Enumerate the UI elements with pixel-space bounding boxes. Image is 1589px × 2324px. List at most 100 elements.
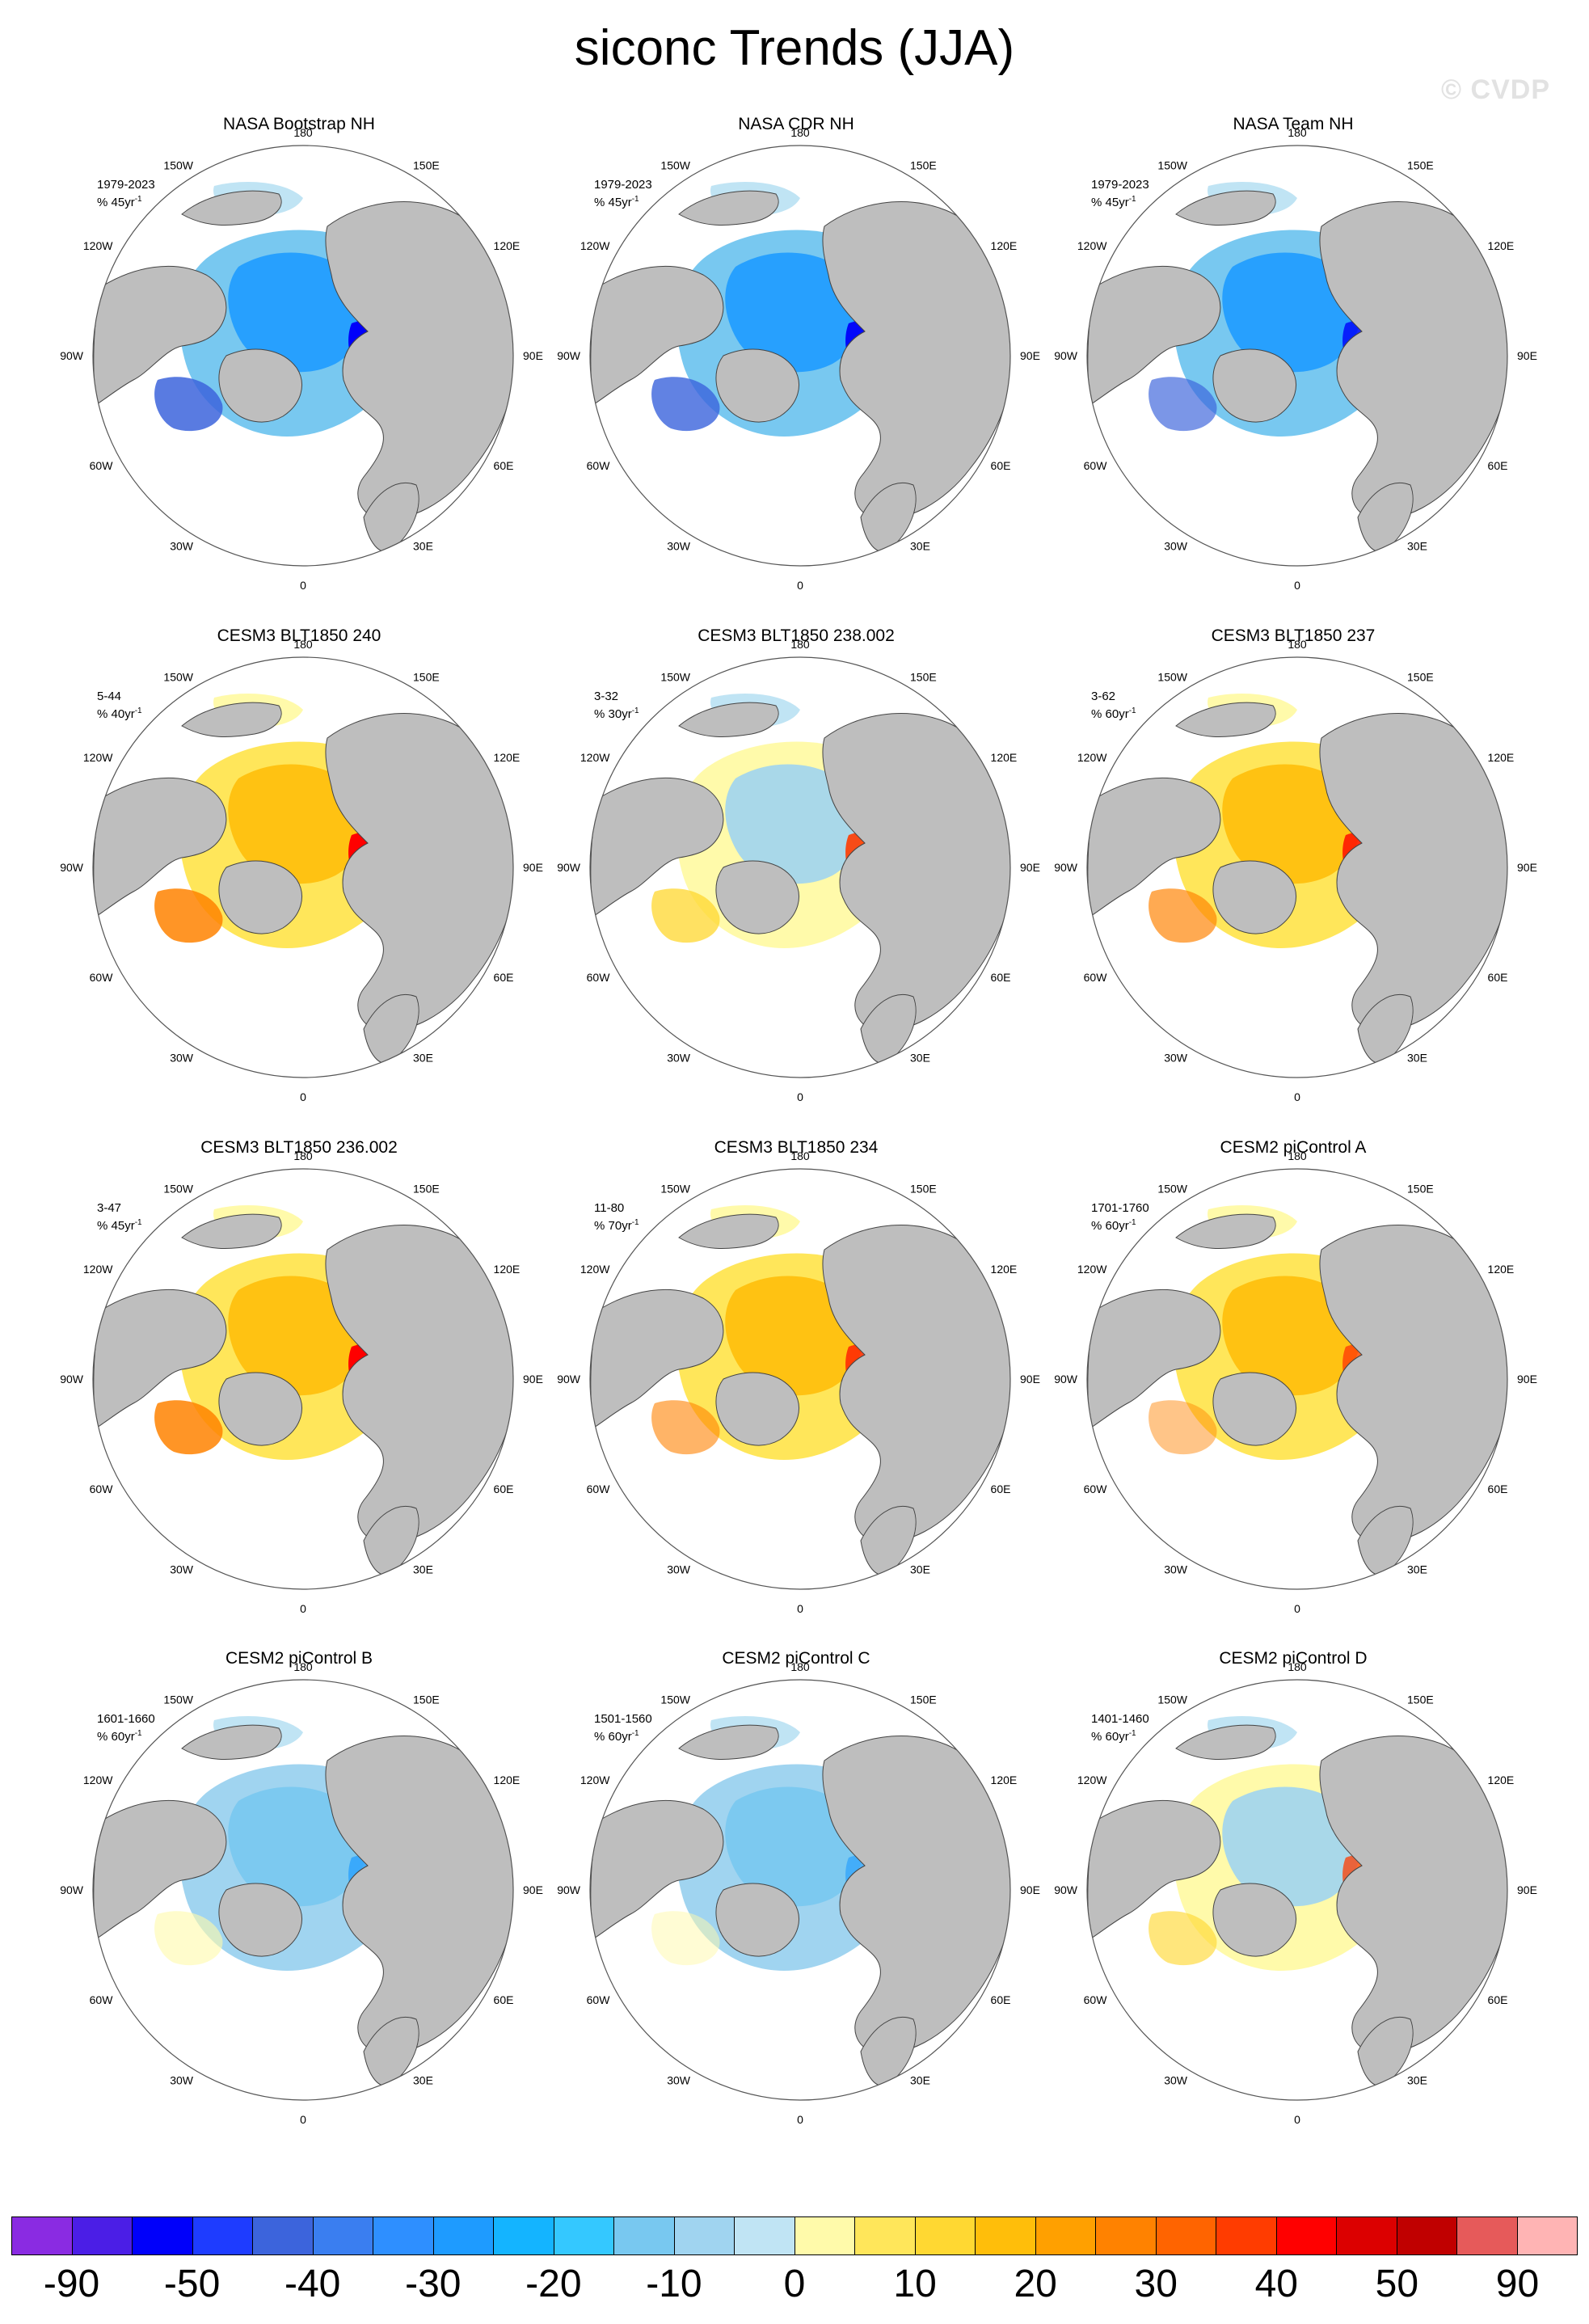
lon-label-30e: 30E	[910, 1563, 930, 1576]
lon-label-90e: 90E	[1020, 1373, 1040, 1386]
panel-period-units: 1501-1560 % 60yr-1	[594, 1712, 652, 1744]
map-border	[589, 1168, 1011, 1590]
colorbar-swatch	[1397, 2217, 1457, 2254]
landmass	[1212, 860, 1296, 934]
polar-map: 180 150W 150E 120W 120E 90W 90E 60W 60E 30W 30E 0	[557, 126, 1040, 592]
map-panel: CESM2 piControl B 1601-1660 % 60yr-1 180 150…	[48, 1649, 550, 2158]
lon-label-150e: 150E	[1407, 158, 1434, 171]
panel-units: % 60yr-1	[1091, 1218, 1136, 1233]
lon-label-60e: 60E	[494, 971, 514, 984]
lon-label-90w: 90W	[60, 1883, 84, 1896]
colorbar-swatch	[614, 2217, 675, 2254]
lon-label-150e: 150E	[413, 1693, 440, 1706]
landmass	[1357, 993, 1414, 1064]
lon-label-180: 180	[1288, 1660, 1307, 1673]
panel-title: NASA Bootstrap NH	[223, 115, 375, 133]
lon-label-90e: 90E	[1517, 1883, 1537, 1896]
lon-label-120w: 120W	[1077, 239, 1107, 252]
lon-label-30w: 30W	[667, 540, 691, 553]
panel-units-exponent: -1	[631, 195, 639, 204]
lon-label-150e: 150E	[910, 158, 937, 171]
colorbar-tick-label: 0	[783, 2263, 806, 2305]
panel-period-units: 1979-2023 % 45yr-1	[1091, 178, 1149, 210]
lon-label-120e: 120E	[991, 1774, 1018, 1786]
colorbar-swatch	[674, 2217, 735, 2254]
panel-units: % 70yr-1	[594, 1218, 639, 1233]
lon-label-0: 0	[300, 1602, 306, 1615]
lon-label-150w: 150W	[1157, 158, 1187, 171]
lon-label-60w: 60W	[90, 1993, 114, 2006]
panel-period: 1701-1760	[1091, 1201, 1149, 1215]
lon-label-30e: 30E	[413, 540, 433, 553]
colorbar-swatch	[494, 2217, 554, 2254]
land-mask	[590, 1724, 1010, 2086]
panel-period-units: 1601-1660 % 60yr-1	[97, 1712, 155, 1744]
panel-units-exponent: -1	[1128, 195, 1136, 204]
landmass	[363, 1505, 419, 1575]
lon-label-60e: 60E	[1488, 1483, 1508, 1495]
panel-title: CESM2 piControl D	[1219, 1649, 1368, 1668]
panel-period-units: 3-62 % 60yr-1	[1091, 690, 1136, 722]
colorbar-swatch	[1156, 2217, 1216, 2254]
panel-period: 1979-2023	[1091, 178, 1149, 192]
lon-label-90w: 90W	[557, 861, 581, 874]
panel-period-units: 1979-2023 % 45yr-1	[97, 178, 155, 210]
lon-label-60w: 60W	[90, 1483, 114, 1495]
lon-label-90w: 90W	[1054, 1883, 1078, 1896]
map-panel: CESM3 BLT1850 238.002 3-32 % 30yr-1 180 150W…	[546, 626, 1047, 1136]
panel-units: % 45yr-1	[97, 195, 142, 209]
landmass	[363, 993, 419, 1064]
panel-units: % 60yr-1	[1091, 706, 1136, 721]
panel-units: % 45yr-1	[1091, 195, 1136, 209]
panel-period: 3-47	[97, 1201, 122, 1215]
land-mask	[1087, 190, 1507, 552]
lon-label-120e: 120E	[1488, 239, 1515, 252]
lon-label-180: 180	[790, 1660, 810, 1673]
landmass	[678, 190, 779, 226]
panel-title: CESM2 piControl A	[1220, 1138, 1367, 1157]
polar-map: 180 150W 150E 120W 120E 90W 90E 60W 60E 30W 30E 0	[60, 638, 543, 1103]
panel-title: CESM3 BLT1850 238.002	[698, 626, 895, 645]
landmass	[715, 1372, 799, 1446]
lon-label-90w: 90W	[557, 1373, 581, 1386]
landmass	[181, 1724, 282, 1761]
lon-label-150w: 150W	[660, 670, 690, 683]
land-mask	[590, 1213, 1010, 1575]
panel-period: 1501-1560	[594, 1712, 652, 1726]
panel-period-units: 1979-2023 % 45yr-1	[594, 178, 652, 210]
colorbar-tick-label: 30	[1134, 2263, 1178, 2305]
colorbar-swatch	[735, 2217, 795, 2254]
lon-label-0: 0	[797, 1090, 803, 1103]
map-panel: CESM3 BLT1850 236.002 3-47 % 45yr-1 180 150W…	[48, 1138, 550, 1647]
landmass	[715, 860, 799, 934]
panel-units: % 40yr-1	[97, 706, 142, 721]
landmass	[218, 348, 302, 423]
lon-label-120e: 120E	[494, 239, 521, 252]
landmass	[1212, 1883, 1296, 1957]
landmass	[860, 2016, 917, 2086]
colorbar-swatch	[133, 2217, 193, 2254]
colorbar-tick-label: -40	[285, 2263, 341, 2305]
land-mask	[1087, 1724, 1507, 2086]
lon-label-60e: 60E	[991, 971, 1011, 984]
lon-label-60e: 60E	[494, 1483, 514, 1495]
lon-label-30w: 30W	[1164, 1052, 1188, 1065]
lon-label-60e: 60E	[1488, 459, 1508, 472]
lon-label-150e: 150E	[910, 670, 937, 683]
lon-label-90w: 90W	[1054, 349, 1078, 362]
land-mask	[1087, 702, 1507, 1064]
lon-label-120e: 120E	[991, 239, 1018, 252]
watermark: © CVDP	[1441, 74, 1550, 105]
panel-period: 5-44	[97, 690, 122, 703]
colorbar-swatch	[915, 2217, 976, 2254]
lon-label-30e: 30E	[1407, 540, 1427, 553]
lon-label-150e: 150E	[910, 1182, 937, 1195]
panel-period-units: 5-44 % 40yr-1	[97, 690, 142, 722]
polar-map: 180 150W 150E 120W 120E 90W 90E 60W 60E 30W 30E 0	[1054, 638, 1537, 1103]
land-mask	[1087, 1213, 1507, 1575]
lon-label-120w: 120W	[83, 751, 113, 764]
lon-label-180: 180	[293, 1660, 313, 1673]
colorbar-swatch	[433, 2217, 494, 2254]
panel-period: 3-62	[1091, 690, 1116, 703]
lon-label-60w: 60W	[1084, 1483, 1108, 1495]
